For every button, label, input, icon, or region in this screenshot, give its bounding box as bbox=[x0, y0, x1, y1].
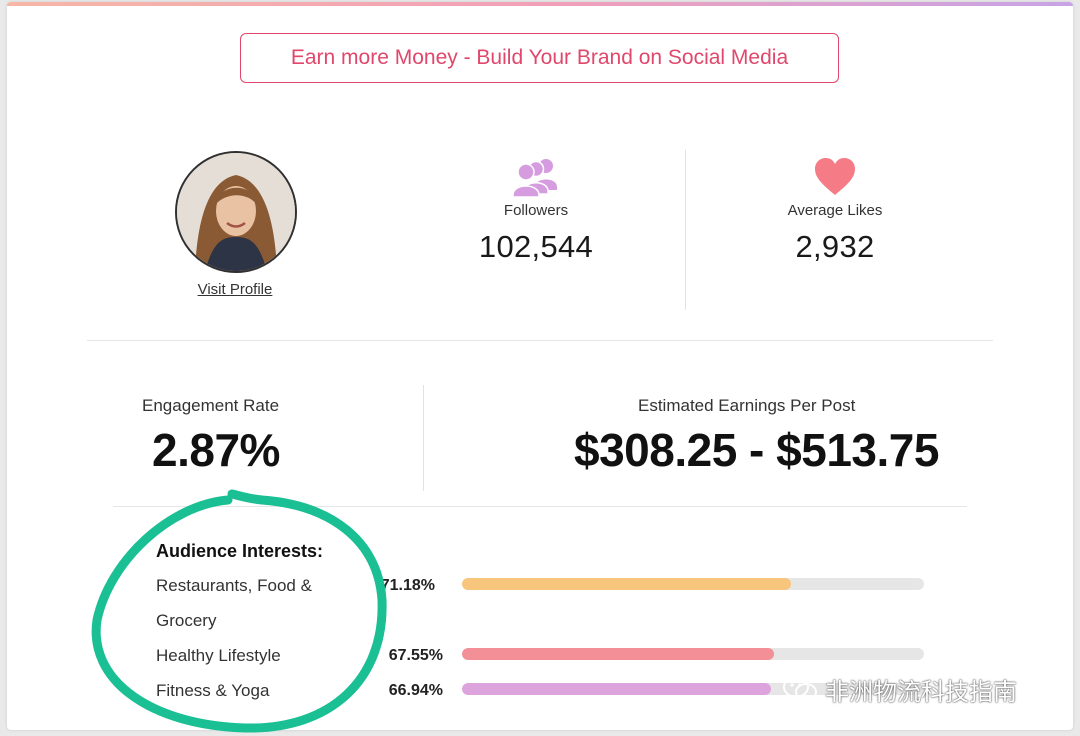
interest-percent: 67.55% bbox=[388, 647, 443, 664]
divider bbox=[113, 506, 967, 507]
divider bbox=[685, 150, 686, 310]
top-accent-bar bbox=[7, 2, 1073, 6]
divider bbox=[423, 385, 424, 491]
average-likes-value: 2,932 bbox=[795, 229, 875, 264]
wechat-icon bbox=[783, 676, 817, 701]
users-icon bbox=[512, 159, 557, 198]
watermark-text: 非洲物流科技指南 bbox=[825, 677, 1017, 706]
interest-bar-fill bbox=[462, 578, 791, 590]
divider bbox=[87, 340, 993, 341]
engagement-rate-value: 2.87% bbox=[152, 424, 280, 476]
interest-bar-track bbox=[462, 578, 924, 590]
average-likes-stat: Average Likes 2,932 bbox=[755, 157, 915, 265]
avatar[interactable] bbox=[175, 151, 297, 273]
profile-card: Earn more Money - Build Your Brand on So… bbox=[7, 2, 1073, 730]
interest-label: Fitness & Yoga bbox=[156, 681, 270, 700]
interest-bar-track bbox=[462, 648, 924, 660]
heart-icon bbox=[815, 158, 855, 195]
interest-percent: 66.94% bbox=[388, 682, 443, 699]
followers-stat: Followers 102,544 bbox=[456, 157, 616, 265]
followers-value: 102,544 bbox=[478, 229, 594, 264]
interest-bar-fill bbox=[462, 648, 775, 660]
earn-more-money-button[interactable]: Earn more Money - Build Your Brand on So… bbox=[240, 33, 839, 83]
interest-percent: 71.18% bbox=[380, 577, 435, 594]
engagement-rate-label: Engagement Rate bbox=[142, 396, 280, 415]
estimated-earnings-label: Estimated Earnings Per Post bbox=[638, 396, 856, 415]
avatar-photo bbox=[177, 153, 295, 271]
interest-label: Restaurants, Food & Grocery bbox=[156, 576, 312, 630]
visit-profile-link[interactable]: Visit Profile bbox=[197, 281, 273, 298]
average-likes-label: Average Likes bbox=[787, 202, 883, 219]
estimated-earnings-value: $308.25 - $513.75 bbox=[574, 424, 939, 476]
watermark: 非洲物流科技指南 bbox=[783, 673, 1017, 706]
followers-label: Followers bbox=[503, 202, 569, 219]
audience-interests-title: Audience Interests: bbox=[156, 541, 324, 561]
interest-bar-fill bbox=[462, 683, 772, 695]
interest-label: Healthy Lifestyle bbox=[156, 646, 281, 665]
